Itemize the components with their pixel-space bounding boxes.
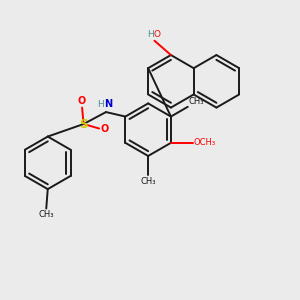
Text: CH₃: CH₃	[38, 210, 54, 219]
Text: CH₃: CH₃	[189, 97, 204, 106]
Text: O: O	[100, 124, 109, 134]
Text: S: S	[79, 118, 88, 130]
Text: O: O	[154, 30, 160, 39]
Text: CH₃: CH₃	[140, 177, 156, 186]
Text: O: O	[78, 96, 86, 106]
Text: N: N	[104, 99, 112, 109]
Text: OCH₃: OCH₃	[194, 138, 216, 147]
Text: H: H	[98, 100, 104, 109]
Text: H: H	[147, 30, 154, 39]
